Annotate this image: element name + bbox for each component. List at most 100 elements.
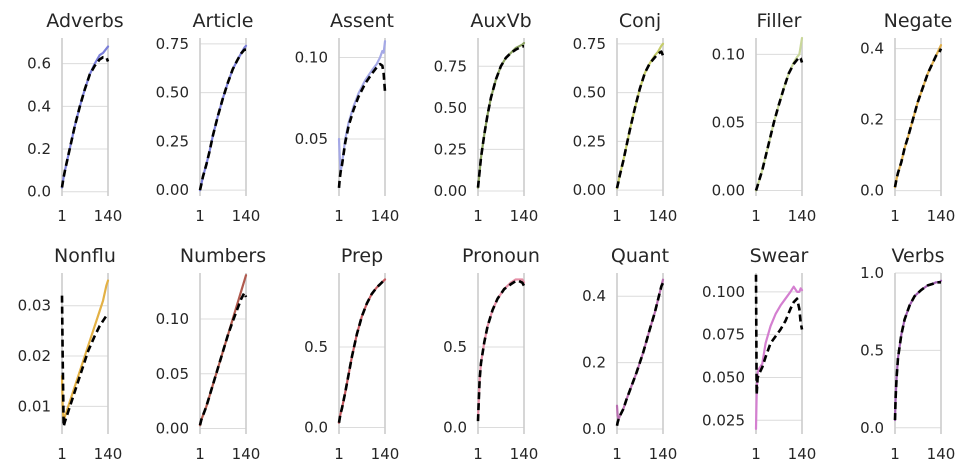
y-tick-label: 0.2 xyxy=(582,354,606,372)
x-tick-label: 1 xyxy=(473,207,483,225)
series-line-estimate xyxy=(476,279,526,422)
y-tick-label: 0.00 xyxy=(434,182,467,200)
y-tick-label: 0.00 xyxy=(156,181,189,199)
panel-title: Pronoun xyxy=(462,245,540,267)
y-tick-label: 0.4 xyxy=(27,97,51,115)
x-tick-label: 1 xyxy=(57,445,67,463)
x-tick-label: 140 xyxy=(510,445,539,463)
y-tick-label: 0.50 xyxy=(156,84,189,102)
y-tick-label: 0.75 xyxy=(156,35,189,53)
series-line-estimate xyxy=(198,291,248,426)
y-tick-label: 0.00 xyxy=(156,420,189,438)
panel-title: Conj xyxy=(619,10,661,32)
y-tick-label: 1.0 xyxy=(860,264,884,282)
panel-title: Verbs xyxy=(892,245,945,267)
y-tick-label: 0.75 xyxy=(573,35,606,53)
panel-assent: Assent 0.05 0.10 1 140 xyxy=(295,10,400,225)
x-tick-label: 140 xyxy=(94,207,123,225)
x-tick-label: 140 xyxy=(927,207,956,225)
series-line-estimate xyxy=(893,48,943,188)
x-tick-label: 1 xyxy=(473,445,483,463)
series-line-estimate xyxy=(337,278,386,423)
panel-auxvb: AuxVb 0.00 0.25 0.50 0.75 1 140 xyxy=(434,10,539,225)
y-tick-label: 0.03 xyxy=(18,297,51,315)
series-line-observed xyxy=(60,45,110,189)
panel-pronoun: Pronoun 0.0 0.5 1 140 xyxy=(443,245,540,463)
series-line-observed xyxy=(476,278,526,421)
y-tick-label: 0.01 xyxy=(18,397,51,415)
x-tick-label: 140 xyxy=(94,445,123,463)
x-tick-label: 1 xyxy=(751,207,761,225)
panel-filler: Filler 0.00 0.05 0.10 1 140 xyxy=(712,10,817,225)
x-tick-label: 140 xyxy=(232,445,261,463)
panel-title: Prep xyxy=(341,245,383,267)
x-tick-label: 140 xyxy=(371,207,400,225)
y-tick-label: 0.075 xyxy=(702,326,745,344)
series-line-estimate xyxy=(615,282,665,426)
series-line-estimate xyxy=(615,50,665,189)
series-line-estimate xyxy=(60,295,108,428)
y-tick-label: 0.5 xyxy=(443,338,467,356)
y-tick-label: 0.10 xyxy=(295,49,328,67)
y-tick-label: 0.6 xyxy=(27,55,51,73)
y-tick-label: 0.05 xyxy=(712,113,745,131)
series-line-estimate xyxy=(198,48,246,191)
y-tick-label: 0.050 xyxy=(702,368,745,386)
panel-title: Negate xyxy=(884,10,953,32)
series-line-estimate xyxy=(754,274,804,396)
x-tick-label: 1 xyxy=(57,207,67,225)
y-tick-label: 0.25 xyxy=(434,140,467,158)
y-tick-label: 0.4 xyxy=(582,287,606,305)
panel-title: Numbers xyxy=(180,245,266,267)
y-tick-label: 0.00 xyxy=(573,181,606,199)
series-line-estimate xyxy=(893,280,941,421)
panel-title: Nonflu xyxy=(54,245,116,267)
y-tick-label: 0.100 xyxy=(702,283,745,301)
panel-adverbs: Adverbs 0.0 0.2 0.4 0.6 1 140 xyxy=(27,10,124,225)
series-line-estimate xyxy=(337,62,387,188)
y-tick-label: 0.0 xyxy=(443,419,467,437)
series-line-observed xyxy=(615,42,665,190)
x-tick-label: 1 xyxy=(334,207,344,225)
x-tick-label: 140 xyxy=(510,207,539,225)
series-line-observed xyxy=(615,278,665,421)
y-tick-label: 0.05 xyxy=(295,130,328,148)
x-tick-label: 1 xyxy=(751,445,761,463)
y-tick-label: 0.0 xyxy=(304,419,328,437)
x-tick-label: 140 xyxy=(788,207,817,225)
series-line-observed xyxy=(198,44,248,192)
series-line-estimate xyxy=(754,55,804,191)
panel-title: Quant xyxy=(611,245,669,267)
x-tick-label: 140 xyxy=(649,207,678,225)
series-line-estimate xyxy=(60,55,110,188)
panel-numbers: Numbers 0.00 0.05 0.10 1 140 xyxy=(156,245,267,463)
y-tick-label: 0.10 xyxy=(156,310,189,328)
panel-quant: Quant 0.0 0.2 0.4 1 140 xyxy=(582,245,677,463)
panel-title: Filler xyxy=(757,10,802,32)
series-line-observed xyxy=(893,44,943,189)
y-tick-label: 0.50 xyxy=(434,99,467,117)
x-tick-label: 140 xyxy=(788,445,817,463)
panel-verbs: Verbs 0.0 0.5 1.0 1 140 xyxy=(860,245,955,463)
y-tick-label: 0.2 xyxy=(860,111,884,129)
y-tick-label: 0.50 xyxy=(573,84,606,102)
x-tick-label: 1 xyxy=(334,445,344,463)
x-tick-label: 1 xyxy=(890,207,900,225)
series-line-estimate xyxy=(476,45,524,188)
y-tick-label: 0.4 xyxy=(860,40,884,58)
x-tick-label: 140 xyxy=(371,445,400,463)
series-line-observed xyxy=(337,40,387,173)
panel-title: Assent xyxy=(330,10,394,32)
y-tick-label: 0.25 xyxy=(156,132,189,150)
series-line-observed xyxy=(60,279,110,423)
x-tick-label: 1 xyxy=(195,207,205,225)
y-tick-label: 0.0 xyxy=(27,183,51,201)
y-tick-label: 0.2 xyxy=(27,140,51,158)
y-tick-label: 0.10 xyxy=(712,45,745,63)
y-tick-label: 0.75 xyxy=(434,57,467,75)
y-tick-label: 0.0 xyxy=(582,420,606,438)
panel-swear: Swear 0.025 0.050 0.075 0.100 1 140 xyxy=(702,245,816,463)
y-tick-label: 0.02 xyxy=(18,347,51,365)
x-tick-label: 1 xyxy=(612,445,622,463)
